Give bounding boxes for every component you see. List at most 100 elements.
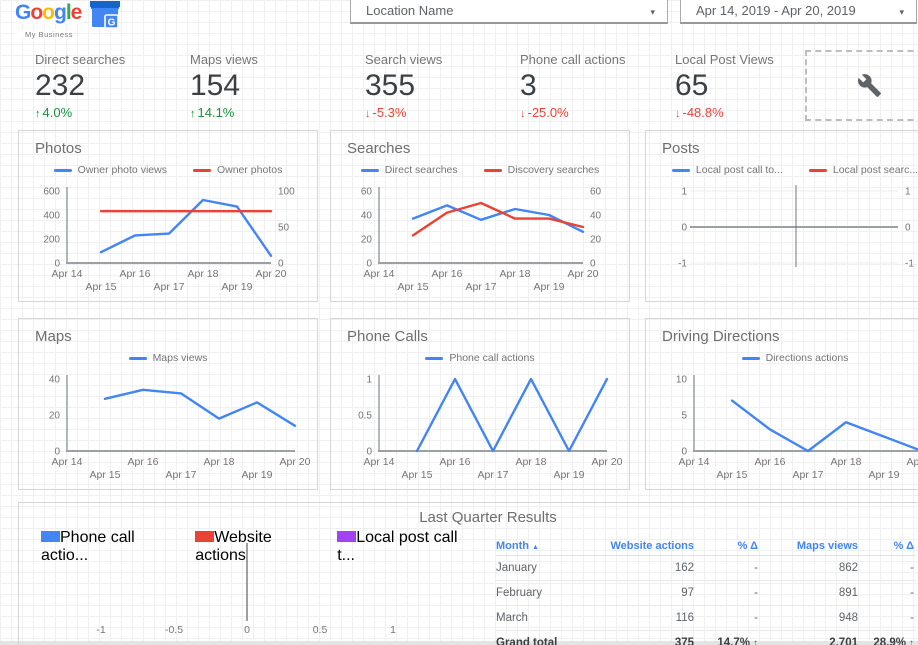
table-cell: 116 — [675, 612, 694, 624]
axis-tick-label: Apr 17 — [478, 469, 509, 481]
logo-letter: e — [70, 1, 83, 24]
table-header-month[interactable]: Month ▲ — [496, 540, 604, 552]
tool-placeholder-box[interactable] — [805, 50, 918, 121]
axis-tick-label: 1 — [905, 187, 911, 198]
table-cell: - — [754, 562, 758, 574]
kpi-label: Local Post Views — [675, 52, 774, 67]
kpi-delta-value: 4.0% — [42, 105, 73, 120]
axis-tick-label: 10 — [676, 375, 688, 386]
total-value: 375 — [674, 637, 694, 645]
google-my-business-logo: Google My Business — [15, 2, 95, 42]
axis-tick-label: 0 — [366, 447, 372, 458]
legend-swatch — [483, 168, 502, 172]
table-header--[interactable]: % Δ — [860, 540, 916, 552]
axis-tick-label: -1 — [905, 259, 914, 270]
legend-label: Website actions — [195, 529, 272, 564]
kpi-card-maps-views[interactable]: Maps views 154 ↑ 14.1% — [190, 52, 340, 120]
arrow-up-icon: ↑ — [190, 108, 196, 120]
kpi-delta-value: -48.8% — [682, 105, 724, 120]
kpi-label: Maps views — [190, 52, 258, 67]
last-quarter-table: Month ▲ Website actions % Δ Maps views % Δ Jan… — [496, 537, 916, 645]
kpi-label: Direct searches — [35, 52, 126, 67]
date-range-value: Apr 14, 2019 - Apr 20, 2019 — [696, 3, 856, 18]
arrow-up-icon: ↑ — [753, 638, 758, 645]
axis-tick-label: Apr 17 — [166, 469, 197, 481]
kpi-card-direct-searches[interactable]: Direct searches 232 ↑ 4.0% — [35, 52, 185, 120]
legend-swatch — [671, 168, 690, 172]
table-total-cell: 2,701 — [760, 637, 860, 645]
chart-card-phone-calls[interactable]: Phone Calls Phone call actions 0 0.5 1 Apr 14… — [330, 318, 630, 490]
logo-letter: g — [54, 1, 67, 24]
axis-tick-label: Apr 19 — [869, 469, 900, 481]
chart-card-searches[interactable]: Searches Direct searches Discovery searche… — [330, 130, 630, 302]
kpi-delta: ↓ -48.8% — [675, 105, 825, 120]
table-cell: 891 — [838, 587, 858, 599]
google-logo-text: Google — [15, 1, 84, 24]
table-header-row: Month ▲ Website actions % Δ Maps views % Δ — [496, 537, 916, 556]
sort-asc-icon: ▲ — [531, 544, 539, 551]
table-header--[interactable]: % Δ — [696, 540, 760, 552]
arrow-down-icon: ↓ — [365, 108, 371, 120]
legend-swatch — [41, 531, 60, 542]
kpi-card-phone-call-actions[interactable]: Phone call actions 3 ↓ -25.0% — [520, 52, 670, 120]
table-cell: 162 — [674, 562, 694, 574]
kpi-label: Phone call actions — [520, 52, 626, 67]
axis-tick-label: Apr 20 — [256, 268, 287, 280]
axis-tick-label: Apr 19 — [534, 281, 565, 293]
table-row: February 97 - 891 - — [496, 581, 916, 606]
my-business-storefront-icon: G — [88, 1, 122, 36]
chart-plot-phone-calls: 0 0.5 1 Apr 14 Apr 15 Apr 16 Apr 17 Apr 18 Apr 1… — [358, 375, 623, 482]
arrow-down-icon: ↓ — [520, 108, 526, 120]
kpi-card-search-views[interactable]: Search views 355 ↓ -5.3% — [365, 52, 515, 120]
location-name-dropdown[interactable]: Location Name ▾ — [350, 0, 668, 24]
axis-tick-label: -0.5 — [165, 624, 183, 636]
chart-card-driving-directions[interactable]: Driving Directions Directions actions 0 5 10… — [645, 318, 918, 490]
table-total-cell: Grand total — [496, 637, 604, 645]
axis-tick-label: Apr 20 — [568, 268, 599, 280]
google-logo-subtext: My Business — [15, 30, 74, 39]
legend-item: Local post searc... — [808, 164, 918, 176]
kpi-delta: ↓ -5.3% — [365, 105, 515, 120]
axis-tick-label: Apr 14 — [364, 456, 395, 468]
chart-card-posts[interactable]: Posts Local post call to... Local post sea… — [645, 130, 918, 302]
axis-tick-label: Apr 16 — [432, 268, 463, 280]
axis-tick-label: 0 — [244, 624, 250, 636]
axis-tick-label: 0 — [681, 447, 687, 458]
axis-tick-label: Apr 14 — [679, 456, 710, 468]
table-header-website-actions[interactable]: Website actions — [604, 540, 696, 552]
table-total-cell: 375 — [604, 637, 696, 645]
axis-tick-label: Apr 15 — [717, 469, 748, 481]
header-label: Maps views — [796, 540, 858, 552]
axis-tick-label: -1 — [96, 624, 105, 636]
chart-card-photos[interactable]: Photos Owner photo views Owner photos 0 200 4… — [18, 130, 318, 302]
chart-legend: Phone call actions — [331, 352, 629, 364]
legend-label: Discovery searches — [507, 164, 600, 176]
axis-tick-label: Apr 17 — [793, 469, 824, 481]
table-cell: - — [910, 587, 914, 599]
legend-label: Local post call t... — [337, 529, 458, 564]
axis-tick-label: Apr 14 — [364, 268, 395, 280]
last-quarter-results-card[interactable]: Last Quarter Results Phone call actio...… — [18, 502, 918, 645]
legend-swatch — [195, 531, 215, 542]
axis-tick-label: 20 — [361, 235, 373, 246]
legend-item: Maps views — [128, 352, 207, 364]
date-range-dropdown[interactable]: Apr 14, 2019 - Apr 20, 2019 ▾ — [680, 0, 917, 24]
legend-swatch — [808, 168, 827, 172]
chart-legend: Owner photo views Owner photos — [19, 164, 317, 176]
legend-item: Discovery searches — [483, 164, 600, 176]
arrow-down-icon: ↓ — [675, 108, 681, 120]
axis-tick-label: 0 — [278, 259, 284, 270]
series-line-maps-views — [103, 388, 297, 427]
chart-card-maps[interactable]: Maps Maps views 0 20 40 Apr 14 Apr 15 Apr 16 Apr… — [18, 318, 318, 490]
chart-title: Photos — [35, 140, 82, 157]
series-line-phone-call-actions — [415, 377, 609, 453]
total-value: 14.7% — [717, 637, 750, 645]
chart-legend: Directions actions — [646, 352, 918, 364]
table-header-maps-views[interactable]: Maps views — [760, 540, 860, 552]
kpi-value: 355 — [365, 69, 416, 102]
kpi-card-local-post-views[interactable]: Local Post Views 65 ↓ -48.8% — [675, 52, 825, 120]
legend-swatch — [741, 356, 760, 360]
